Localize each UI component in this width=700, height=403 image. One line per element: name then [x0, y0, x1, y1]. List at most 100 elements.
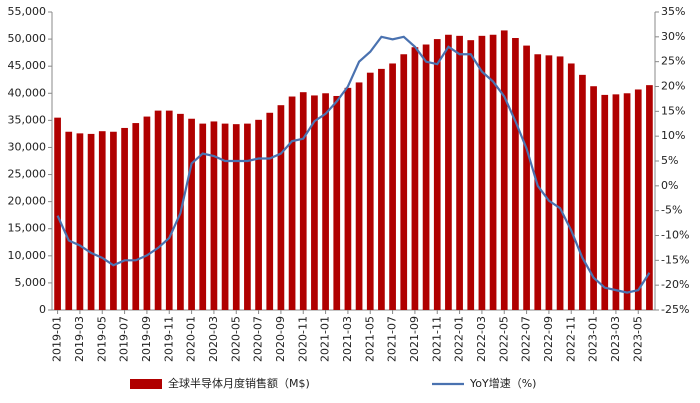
legend-swatch: [130, 379, 162, 389]
bar: [389, 63, 396, 310]
y-tick-label: 40,000: [8, 86, 47, 99]
bar: [288, 96, 296, 310]
x-tick-label: 2021-11: [430, 316, 443, 362]
bar: [489, 34, 497, 311]
bar: [467, 40, 475, 310]
bar: [143, 116, 151, 310]
x-tick-label: 2022-07: [520, 316, 533, 362]
x-tick-label: 2019-07: [118, 316, 131, 362]
x-tick-label: 2022-03: [475, 316, 488, 362]
bar: [623, 93, 631, 310]
bar: [646, 85, 653, 311]
bar: [87, 133, 95, 310]
y-tick-label: 45,000: [8, 59, 47, 72]
bar: [634, 89, 642, 310]
x-tick-label: 2019-09: [140, 316, 153, 362]
x-tick-label: 2019-05: [95, 316, 108, 362]
bar: [255, 119, 262, 311]
bar: [299, 92, 307, 311]
bar: [154, 110, 162, 311]
y-tick-label: 25,000: [8, 168, 47, 181]
bar: [378, 68, 385, 311]
bar: [277, 105, 285, 311]
bar: [366, 72, 374, 310]
bar: [65, 131, 73, 310]
bar: [76, 133, 84, 310]
x-tick-label: 2021-03: [341, 316, 354, 362]
y2-tick-label: -20%: [661, 278, 689, 291]
bar: [612, 94, 620, 311]
legend-label: 全球半导体月度销售额（M$): [168, 376, 310, 390]
y2-tick-label: 30%: [661, 30, 685, 43]
bar: [355, 82, 363, 310]
x-tick-label: 2019-11: [162, 316, 175, 362]
bar: [232, 124, 240, 310]
x-tick-label: 2020-11: [296, 316, 309, 362]
bar: [590, 86, 597, 310]
x-tick-label: 2020-07: [252, 316, 265, 362]
y2-tick-label: -10%: [661, 229, 689, 242]
x-tick-label: 2020-01: [185, 316, 198, 362]
bar: [523, 45, 530, 311]
y2-tick-label: 5%: [661, 154, 678, 167]
y2-tick-label: 0%: [661, 179, 678, 192]
x-tick-label: 2020-05: [229, 316, 242, 362]
bar: [445, 34, 452, 311]
y2-tick-label: -5%: [661, 204, 682, 217]
bar: [132, 123, 140, 310]
x-tick-label: 2022-09: [542, 316, 555, 362]
bar: [54, 117, 61, 311]
x-tick-label: 2022-01: [453, 316, 466, 362]
x-tick-label: 2019-01: [51, 316, 64, 362]
line: [56, 35, 651, 294]
bar: [512, 38, 519, 311]
y-tick-label: 5,000: [15, 276, 47, 289]
x-tick-label: 2020-09: [274, 316, 287, 362]
y2-tick-label: 20%: [661, 80, 685, 93]
bar: [344, 87, 352, 310]
x-tick-label: 2023-03: [609, 316, 622, 362]
y2-tick-label: 10%: [661, 129, 685, 142]
bar: [311, 95, 318, 310]
bar: [478, 35, 486, 311]
x-tick-label: 2019-03: [73, 316, 86, 362]
bar: [422, 44, 430, 310]
y-tick-label: 0: [39, 303, 46, 316]
bar: [400, 54, 408, 311]
bar: [579, 74, 586, 310]
y-tick-label: 50,000: [8, 32, 47, 45]
x-tick-label: 2022-05: [497, 316, 510, 362]
bar: [500, 30, 508, 311]
bar: [433, 39, 441, 310]
bar: [556, 56, 564, 310]
x-tick-label: 2022-11: [564, 316, 577, 362]
bar: [456, 35, 463, 311]
x-tick-label: 2021-05: [363, 316, 376, 362]
bar: [244, 123, 251, 310]
y2-tick-label: 25%: [661, 55, 685, 68]
bar: [98, 131, 106, 310]
x-tick-label: 2021-07: [386, 316, 399, 362]
y-tick-label: 35,000: [8, 113, 47, 126]
x-tick-label: 2020-03: [207, 316, 220, 362]
bar: [221, 123, 229, 310]
y2-tick-label: -25%: [661, 303, 689, 316]
bar: [110, 131, 117, 310]
bar: [333, 95, 341, 311]
bar: [266, 112, 274, 310]
x-tick-label: 2021-09: [408, 316, 421, 362]
bar: [121, 127, 128, 310]
y-tick-label: 20,000: [8, 195, 47, 208]
bar: [411, 47, 419, 311]
bar: [601, 94, 609, 310]
bar: [545, 55, 553, 310]
legend-label: YoY增速（%): [469, 376, 536, 390]
x-tick-label: 2021-01: [319, 316, 332, 362]
bar: [567, 63, 575, 310]
bar: [188, 118, 195, 310]
x-tick-label: 2023-05: [631, 316, 644, 362]
y2-tick-label: 35%: [661, 5, 685, 18]
y-tick-label: 55,000: [8, 5, 47, 18]
y-tick-label: 10,000: [8, 249, 47, 262]
